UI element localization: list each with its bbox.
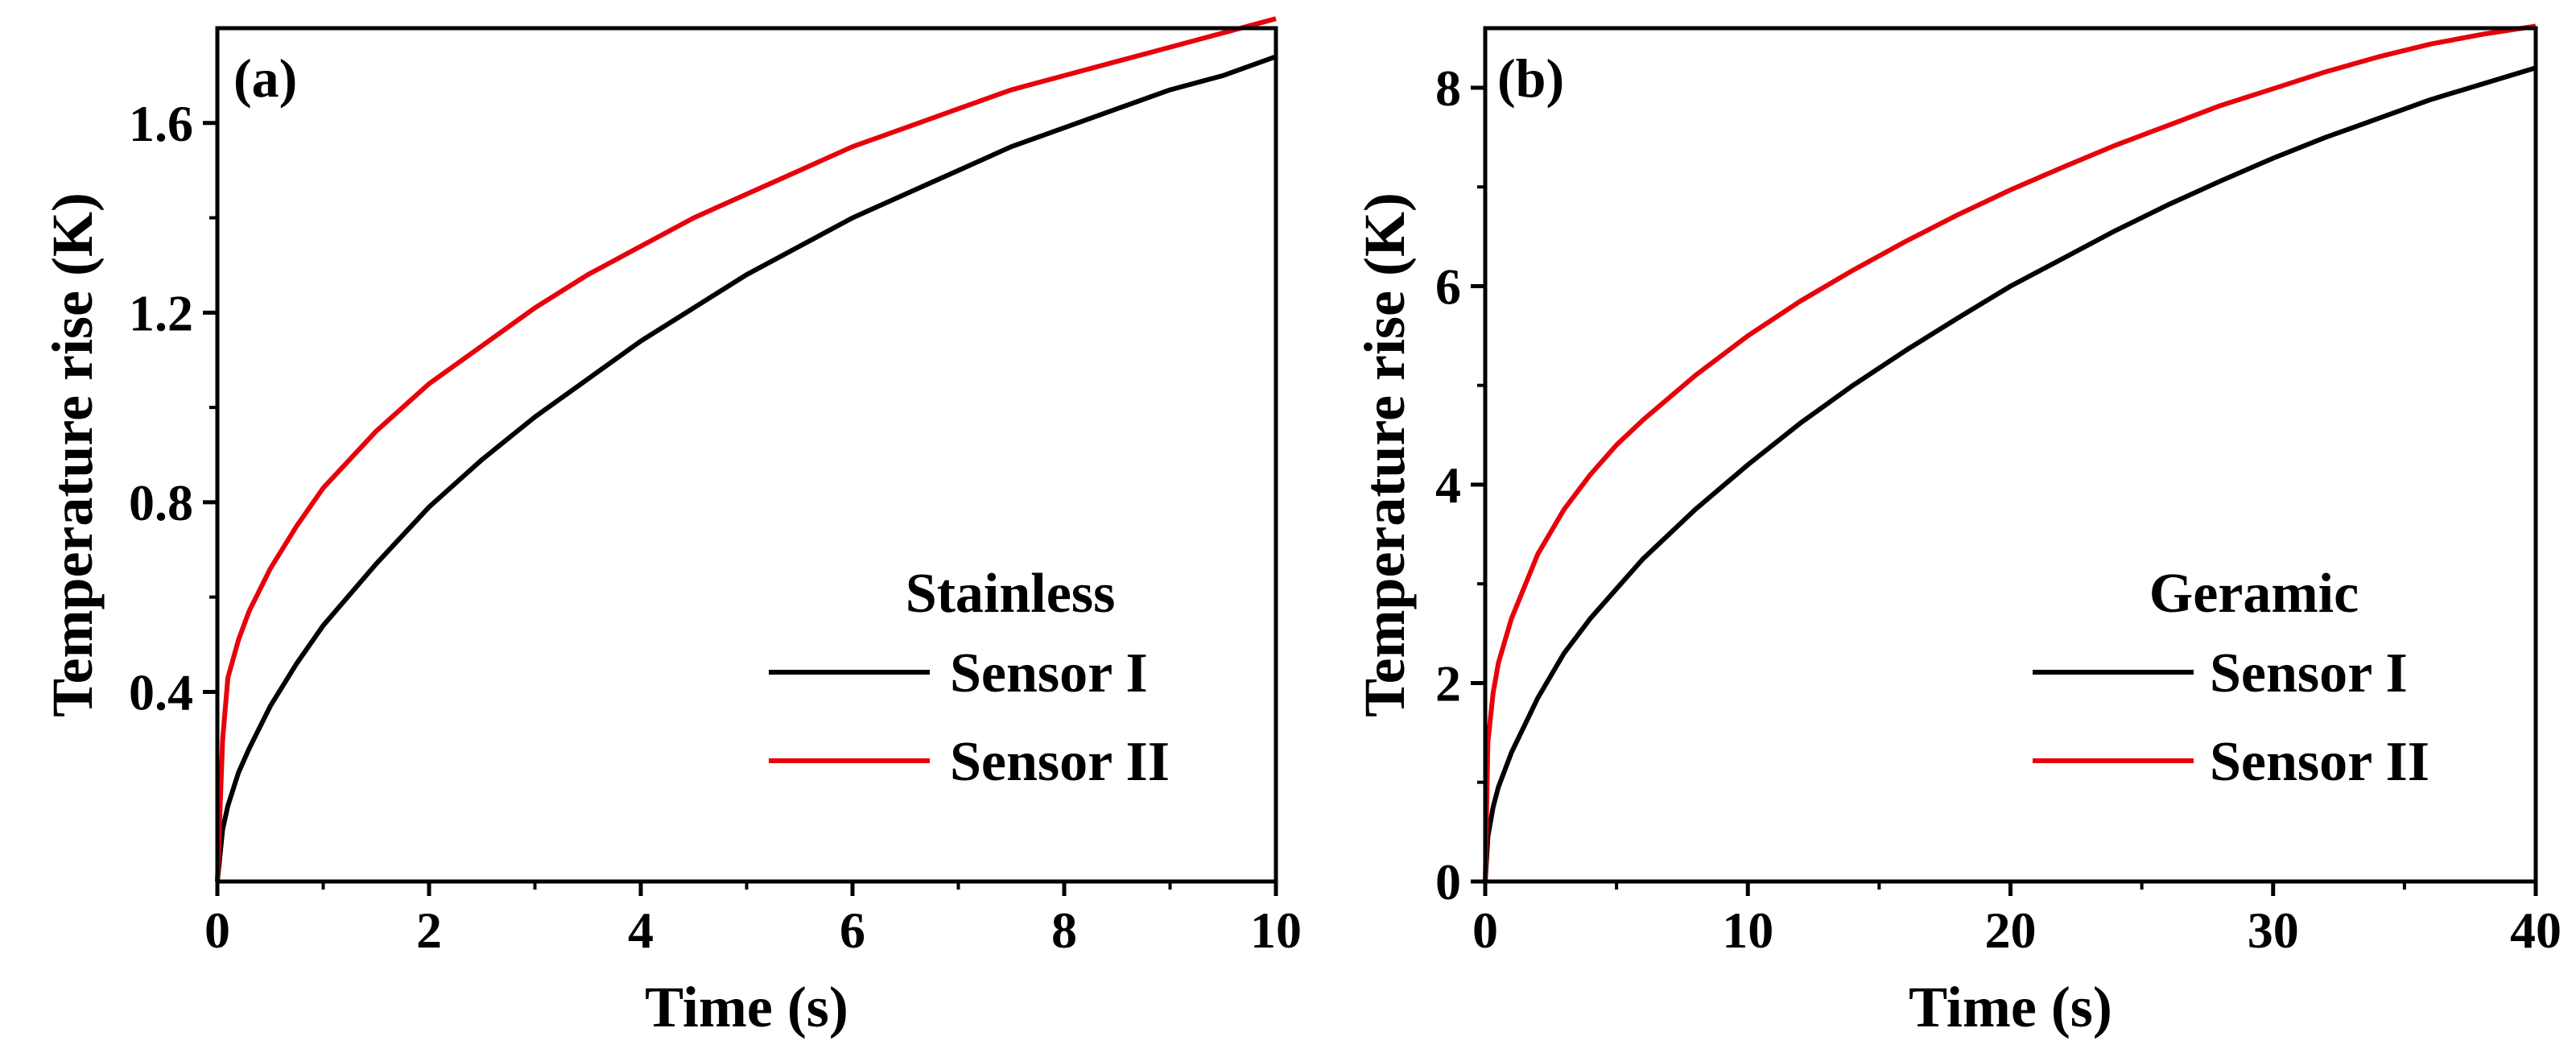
legend: Stainless Sensor I Sensor II xyxy=(769,563,1170,793)
y-tick-label: 8 xyxy=(1435,60,1461,117)
y-tick-label: 2 xyxy=(1435,654,1461,712)
legend-label-sensor-ii: Sensor II xyxy=(2210,731,2429,793)
y-tick-label: 4 xyxy=(1435,456,1461,514)
x-tick-label: 0 xyxy=(1472,902,1498,959)
legend: Geramic Sensor I Sensor II xyxy=(2033,563,2429,793)
chart-panel-a: 0 2 4 6 8 10 0.4 0.8 1.2 1.6 (a) Time (s) Tempera… xyxy=(40,16,1302,1039)
legend-title: Geramic xyxy=(2149,563,2359,625)
x-tick-label: 6 xyxy=(840,902,865,959)
series-line-sensor-i xyxy=(215,54,1278,882)
x-tick-label: 0 xyxy=(204,902,230,959)
x-tick-label: 10 xyxy=(1722,902,1773,959)
panel-label: (b) xyxy=(1497,47,1564,109)
x-axis-title: Time (s) xyxy=(1909,975,2112,1039)
x-axis-title: Time (s) xyxy=(645,975,848,1039)
y-axis-title: Temperature rise (K) xyxy=(40,192,105,717)
series-line-sensor-ii xyxy=(1483,23,2537,882)
x-tick-label: 40 xyxy=(2510,902,2562,959)
y-tick-label: 1.6 xyxy=(129,95,193,152)
y-tick-label: 6 xyxy=(1435,258,1461,315)
x-tick-label: 2 xyxy=(416,902,442,959)
x-tick-label: 30 xyxy=(2248,902,2299,959)
series-line-sensor-i xyxy=(1483,65,2537,882)
legend-label-sensor-i: Sensor I xyxy=(950,642,1148,704)
x-tick-label: 10 xyxy=(1250,902,1302,959)
y-tick-label: 0.8 xyxy=(129,474,193,531)
series-line-sensor-ii xyxy=(215,16,1277,882)
y-tick-label: 1.2 xyxy=(129,284,193,341)
legend-label-sensor-ii: Sensor II xyxy=(950,731,1170,793)
legend-title: Stainless xyxy=(906,563,1116,625)
x-tick-label: 4 xyxy=(628,902,654,959)
y-tick-label: 0 xyxy=(1435,853,1461,910)
y-tick-label: 0.4 xyxy=(129,663,193,720)
y-axis-title: Temperature rise (K) xyxy=(1352,192,1417,717)
panel-label: (a) xyxy=(233,47,297,109)
x-tick-label: 8 xyxy=(1051,902,1077,959)
legend-label-sensor-i: Sensor I xyxy=(2210,642,2408,704)
chart-panel-b: 0 10 20 30 40 0 2 4 6 8 (b) Time (s) Temperature … xyxy=(1352,23,2562,1039)
x-tick-label: 20 xyxy=(1985,902,2037,959)
